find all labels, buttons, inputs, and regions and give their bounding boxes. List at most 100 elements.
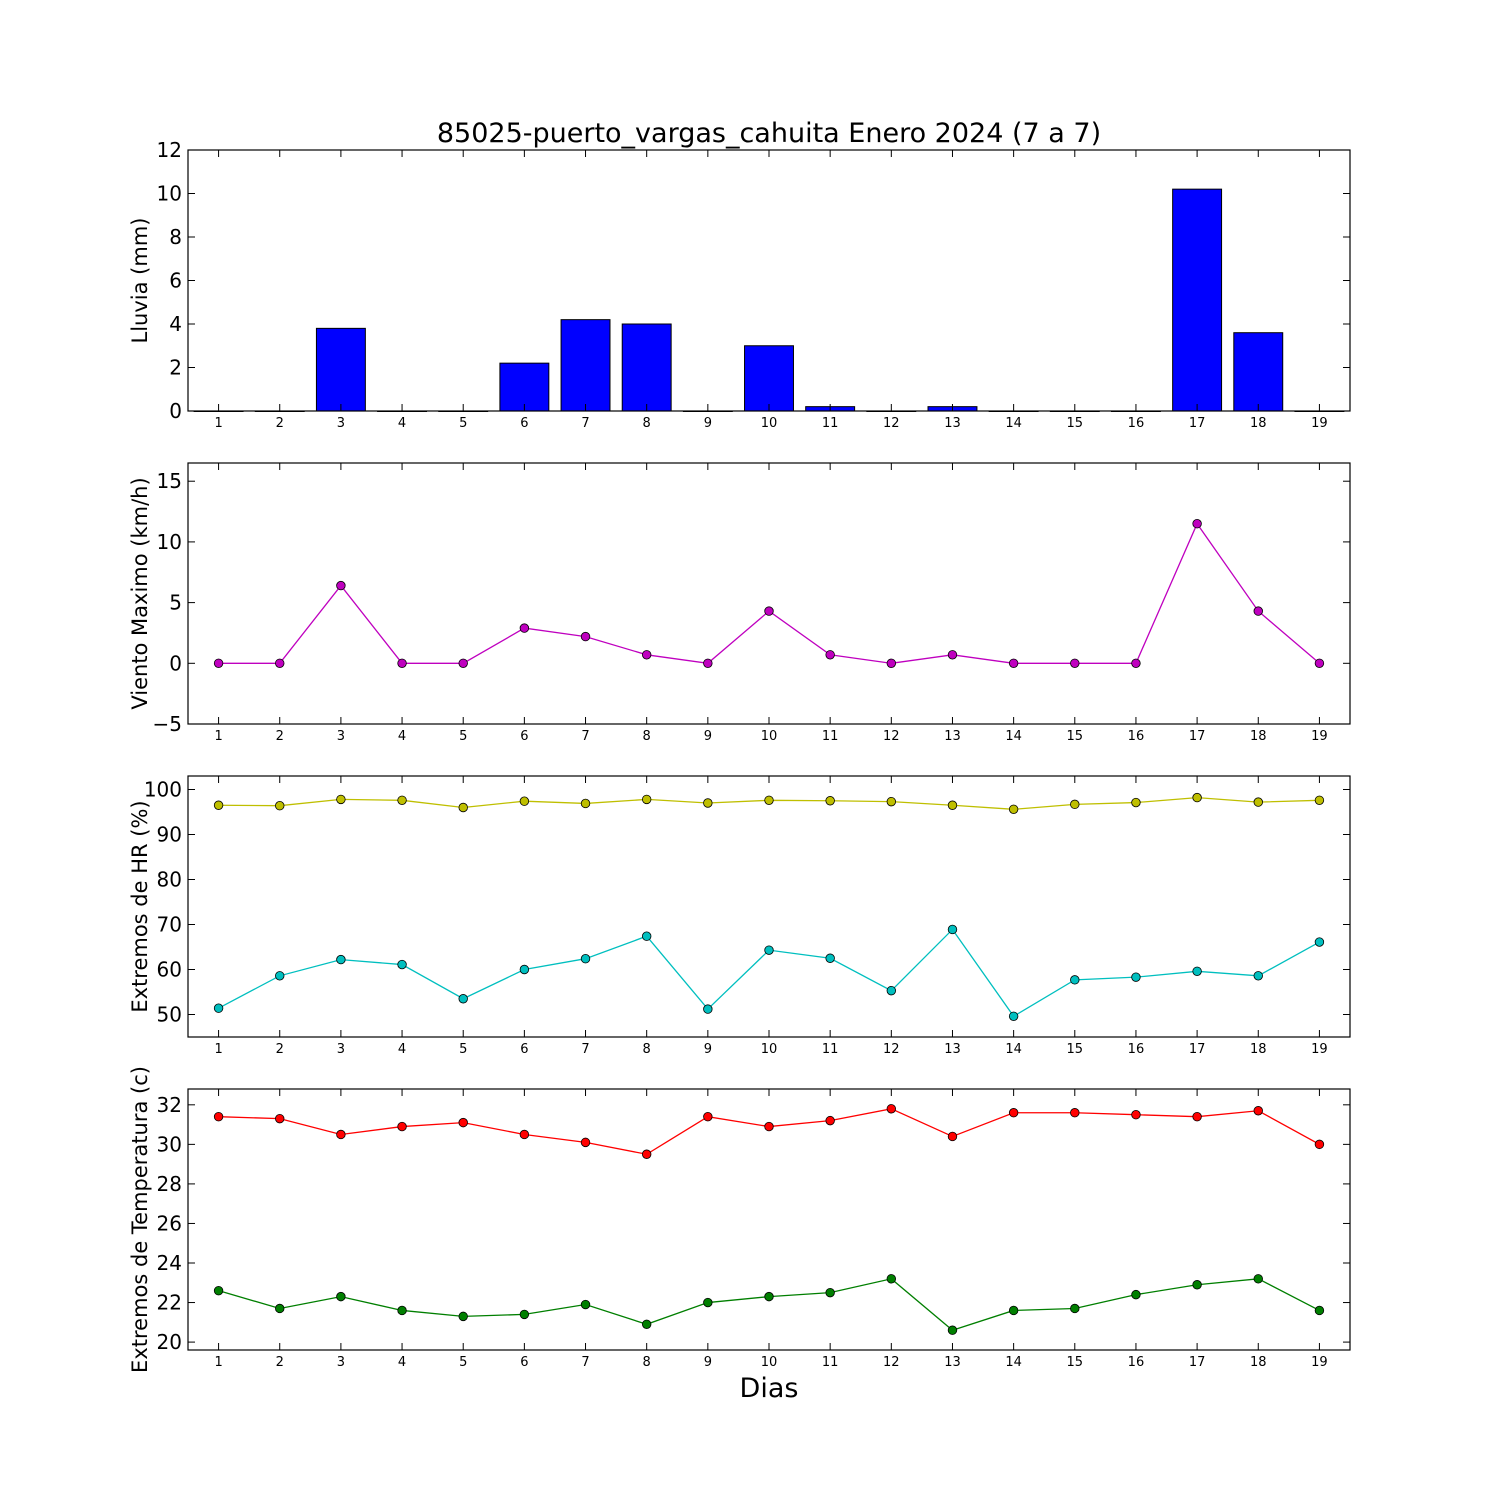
series-1-point-day-9 bbox=[703, 658, 713, 669]
series-1-point-day-2 bbox=[275, 658, 285, 669]
x-tick-label: 19 bbox=[1311, 729, 1328, 744]
x-tick-label: 12 bbox=[883, 1042, 900, 1057]
series-2-point-day-8 bbox=[641, 931, 652, 941]
series-1-point-day-15 bbox=[1070, 1108, 1080, 1118]
x-tick-label: 17 bbox=[1189, 729, 1206, 744]
bar-day-7 bbox=[560, 319, 611, 412]
x-tick-label: 15 bbox=[1067, 416, 1084, 431]
series-1-point-day-1 bbox=[213, 1111, 224, 1122]
x-tick-label: 11 bbox=[822, 1355, 839, 1370]
x-tick-label: 15 bbox=[1067, 1355, 1084, 1370]
x-tick-label: 12 bbox=[883, 416, 900, 431]
series-2-point-day-18 bbox=[1253, 1274, 1263, 1284]
series-1-point-day-14 bbox=[1008, 658, 1019, 669]
x-tick-label: 2 bbox=[276, 729, 284, 744]
series-1-point-day-16 bbox=[1131, 658, 1141, 669]
series-2-point-day-6 bbox=[519, 964, 530, 975]
y-tick-label: 100 bbox=[144, 778, 182, 802]
series-1-point-day-6 bbox=[519, 1129, 530, 1140]
x-tick-label: 16 bbox=[1128, 1042, 1145, 1057]
x-tick-label: 8 bbox=[643, 729, 651, 744]
subplot-3-frame bbox=[187, 775, 1351, 1038]
series-1-point-day-7 bbox=[580, 1137, 591, 1148]
y-tick-label: 12 bbox=[157, 138, 182, 162]
y-axis-label: Viento Maximo (km/h) bbox=[128, 477, 152, 709]
series-1-point-day-17 bbox=[1192, 1111, 1202, 1122]
series-1-point-day-16 bbox=[1131, 1110, 1141, 1120]
subplot-2-frame bbox=[187, 462, 1351, 725]
series-2-point-day-6 bbox=[519, 1309, 530, 1320]
y-tick-label: 50 bbox=[157, 1003, 182, 1027]
series-2-point-day-11 bbox=[825, 1287, 835, 1298]
y-tick-label: 22 bbox=[157, 1291, 182, 1315]
series-1-point-day-11 bbox=[825, 650, 835, 660]
series-2-point-day-3 bbox=[336, 1291, 346, 1302]
x-axis-label: Dias bbox=[740, 1373, 799, 1404]
x-tick-label: 16 bbox=[1128, 729, 1145, 744]
series-1-point-day-17 bbox=[1192, 518, 1202, 529]
x-tick-label: 5 bbox=[459, 1355, 467, 1370]
bar-day-3 bbox=[315, 327, 366, 412]
bar-day-6 bbox=[499, 362, 550, 412]
x-tick-label: 7 bbox=[581, 1355, 589, 1370]
series-2-point-day-15 bbox=[1070, 1303, 1080, 1314]
x-tick-label: 8 bbox=[643, 416, 651, 431]
bar-day-17 bbox=[1172, 188, 1223, 412]
x-tick-label: 13 bbox=[944, 1042, 961, 1057]
x-tick-label: 1 bbox=[214, 1042, 222, 1057]
series-1-point-day-2 bbox=[275, 1113, 285, 1124]
series-1-point-day-15 bbox=[1070, 799, 1080, 810]
series-2-point-day-13 bbox=[947, 924, 958, 935]
x-tick-label: 3 bbox=[337, 1355, 345, 1370]
series-1-point-day-19 bbox=[1314, 658, 1325, 669]
x-tick-label: 15 bbox=[1067, 729, 1084, 744]
x-tick-label: 6 bbox=[520, 416, 528, 431]
y-tick-label: 90 bbox=[157, 823, 182, 847]
y-axis-label: Extremos de Temperatura (c) bbox=[128, 1066, 152, 1373]
x-tick-label: 13 bbox=[944, 416, 961, 431]
x-tick-label: 14 bbox=[1005, 1355, 1022, 1370]
y-tick-label: 4 bbox=[169, 312, 182, 336]
series-1-point-day-5 bbox=[458, 658, 468, 669]
x-tick-label: 8 bbox=[643, 1355, 651, 1370]
y-tick-label: 6 bbox=[169, 269, 182, 293]
y-axis-label: Extremos de HR (%) bbox=[128, 800, 152, 1012]
series-1-point-day-4 bbox=[397, 795, 407, 806]
series-1-point-day-6 bbox=[519, 796, 530, 806]
x-tick-label: 11 bbox=[822, 729, 839, 744]
bar-day-8 bbox=[621, 323, 672, 412]
series-1-point-day-6 bbox=[519, 623, 530, 633]
series-1-point-day-18 bbox=[1253, 797, 1263, 807]
series-1-point-day-8 bbox=[641, 1149, 652, 1159]
series-1-point-day-8 bbox=[641, 794, 652, 805]
series-2-point-day-1 bbox=[213, 1003, 224, 1013]
x-tick-label: 2 bbox=[276, 1042, 284, 1057]
series-1-point-day-10 bbox=[764, 1121, 774, 1132]
y-tick-label: 20 bbox=[157, 1330, 182, 1354]
x-tick-label: 1 bbox=[214, 729, 222, 744]
series-2-point-day-17 bbox=[1192, 966, 1202, 977]
x-tick-label: 18 bbox=[1250, 1042, 1267, 1057]
series-1-point-day-3 bbox=[336, 794, 346, 805]
series-1-point-day-12 bbox=[886, 796, 897, 807]
series-1-point-day-11 bbox=[825, 796, 835, 806]
x-tick-label: 7 bbox=[581, 729, 589, 744]
x-tick-label: 16 bbox=[1128, 1355, 1145, 1370]
y-tick-label: 80 bbox=[157, 868, 182, 892]
x-tick-label: 6 bbox=[520, 1042, 528, 1057]
x-tick-label: 10 bbox=[761, 1355, 778, 1370]
series-1-point-day-17 bbox=[1192, 792, 1202, 803]
series-1-point-day-10 bbox=[764, 795, 774, 806]
x-tick-label: 5 bbox=[459, 416, 467, 431]
y-tick-label: 10 bbox=[157, 182, 182, 206]
x-tick-label: 1 bbox=[214, 416, 222, 431]
series-2-point-day-7 bbox=[580, 1299, 591, 1310]
x-tick-label: 10 bbox=[761, 1042, 778, 1057]
series-1-point-day-8 bbox=[641, 650, 652, 660]
x-tick-label: 2 bbox=[276, 416, 284, 431]
x-tick-label: 9 bbox=[704, 729, 712, 744]
x-tick-label: 19 bbox=[1311, 1355, 1328, 1370]
